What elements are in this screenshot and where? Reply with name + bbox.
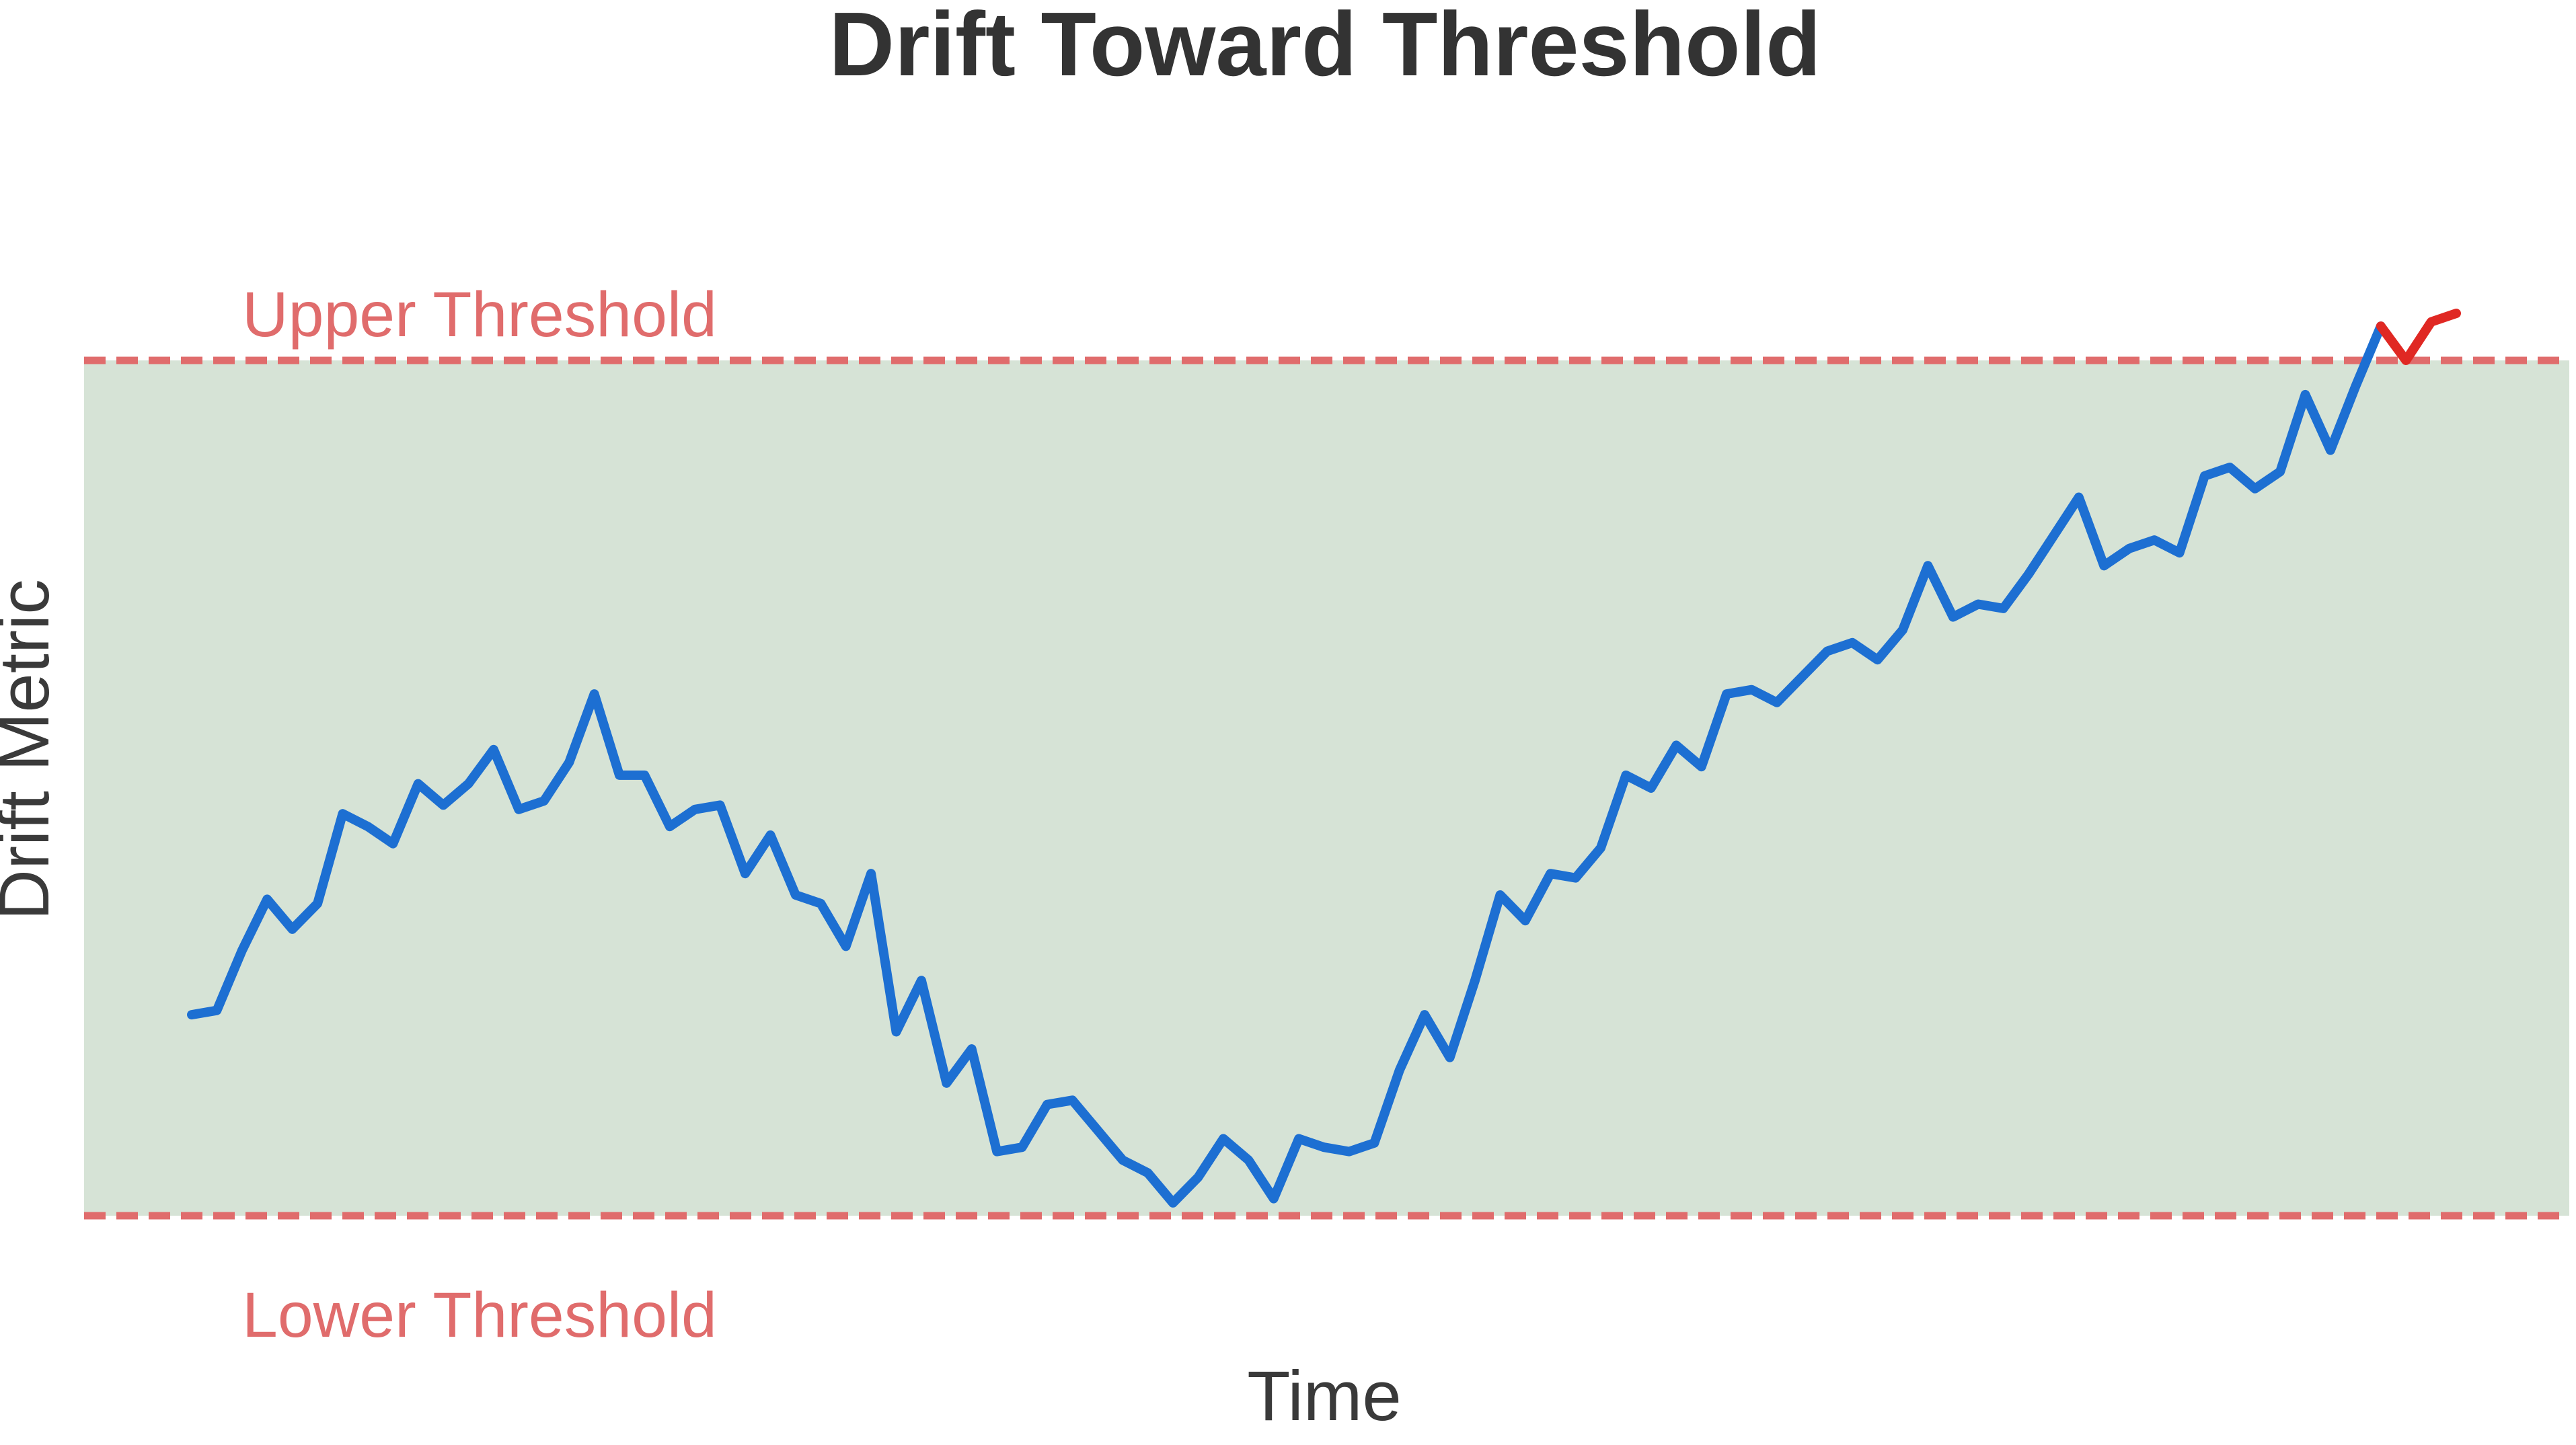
y-axis-label: Drift Metric — [0, 579, 64, 920]
lower-threshold-label: Lower Threshold — [242, 1280, 717, 1351]
threshold-band — [84, 360, 2569, 1216]
upper-threshold-label: Upper Threshold — [242, 279, 717, 350]
breach-segment-line — [2376, 309, 2461, 365]
drift-series-line — [187, 321, 2386, 1208]
chart-title: Drift Toward Threshold — [829, 0, 1821, 95]
x-axis-label: Time — [1247, 1357, 1401, 1436]
